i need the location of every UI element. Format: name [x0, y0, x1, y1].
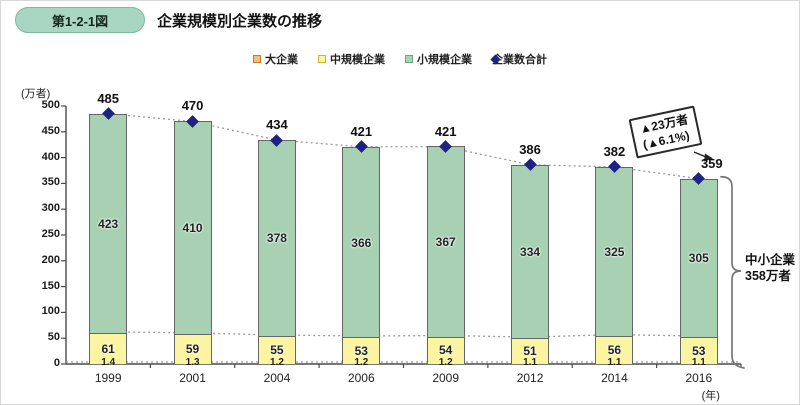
legend-item-0: 大企業	[253, 51, 298, 67]
total-value-label: 421	[350, 123, 373, 139]
medium-enterprise-segment	[90, 332, 127, 365]
medium-enterprise-value: 56	[607, 342, 622, 357]
legend-label: 大企業	[265, 54, 298, 66]
x-axis-year-label: 2006	[347, 371, 375, 385]
legend-label: 小規模企業	[417, 54, 472, 66]
small-enterprise-segment	[512, 165, 549, 339]
medium-enterprise-value: 55	[270, 343, 284, 358]
x-axis-year-label: 2012	[516, 371, 544, 385]
sme-bracket-line2: 358万者	[745, 269, 791, 284]
y-tick-label: 450	[41, 124, 60, 137]
x-axis-year-label: 2016	[685, 371, 713, 385]
legend-item-3: 企業数合計	[490, 51, 547, 67]
small-enterprise-segment	[343, 148, 380, 338]
x-axis-unit-label: (年)	[701, 390, 720, 402]
bar-2016: 305 53	[679, 178, 718, 365]
x-axis-year-label: 2004	[263, 371, 291, 385]
legend-square-icon	[253, 55, 261, 63]
small-enterprise-value: 423	[98, 216, 119, 231]
y-tick-label: 250	[41, 228, 60, 240]
legend-item-2: 小規模企業	[405, 51, 472, 67]
y-tick-label: 50	[47, 331, 60, 344]
bar-2006: 366 53	[342, 147, 381, 365]
bar-2014: 325 56	[595, 166, 634, 365]
bar-1999: 423 61	[89, 113, 128, 365]
legend-label: 企業数合計	[492, 54, 547, 66]
legend: 大企業 中規模企業 小規模企業 企業数合計	[1, 51, 799, 67]
sme-bracket-label: 中小企業 358万者	[745, 252, 795, 285]
small-enterprise-value: 305	[688, 251, 709, 266]
medium-enterprise-value: 53	[354, 343, 368, 358]
y-tick-label: 300	[41, 202, 60, 215]
chart-area: (万者) ▲23万者 (▲6.1%) 中小企業 358万者 0 50 100 150 2…	[1, 73, 799, 404]
medium-enterprise-value: 61	[101, 341, 115, 356]
medium-enterprise-value: 51	[523, 344, 537, 359]
large-enterprise-value: 1.1	[523, 357, 538, 368]
bar-2012: 334 51	[511, 164, 550, 365]
legend-label: 中規模企業	[330, 54, 385, 66]
bar-2001: 410 59	[173, 121, 212, 365]
x-axis-year-label: 2014	[601, 371, 628, 385]
total-value-label: 434	[266, 117, 288, 133]
large-enterprise-value: 1.2	[269, 357, 284, 368]
large-enterprise-value: 1.2	[438, 357, 453, 368]
small-enterprise-value: 325	[604, 244, 625, 259]
total-value-label: 421	[434, 123, 457, 139]
x-axis-year-label: 2009	[432, 371, 460, 385]
large-enterprise-value: 1.1	[607, 357, 622, 368]
small-enterprise-value: 334	[520, 244, 541, 259]
medium-enterprise-value: 59	[185, 342, 200, 357]
y-tick-label: 150	[41, 279, 60, 292]
legend-square-icon	[405, 55, 413, 63]
figure-badge-label: 第1-2-1図	[51, 13, 109, 29]
y-tick-label: 500	[41, 99, 60, 111]
large-enterprise-value: 1.1	[691, 357, 706, 368]
small-enterprise-value: 367	[435, 234, 456, 249]
legend-item-1: 中規模企業	[318, 51, 385, 67]
large-enterprise-value: 1.2	[354, 357, 369, 368]
total-value-label: 470	[181, 98, 204, 114]
small-enterprise-value: 378	[266, 231, 287, 246]
y-tick-label: 200	[41, 253, 60, 266]
figure-title: 企業規模別企業数の推移	[157, 13, 323, 30]
sme-bracket-line1: 中小企業	[745, 253, 796, 267]
legend-square-icon	[318, 55, 326, 63]
total-value-label: 359	[700, 155, 723, 171]
medium-enterprise-segment	[343, 337, 380, 365]
y-tick-label: 100	[41, 305, 60, 318]
medium-enterprise-value: 53	[692, 343, 706, 358]
y-axis-unit-label: (万者)	[21, 88, 51, 100]
x-axis-year-label: 1999	[94, 371, 122, 385]
total-value-label: 485	[97, 90, 120, 106]
figure-badge: 第1-2-1図	[15, 7, 145, 33]
y-tick-label: 400	[41, 150, 60, 163]
bar-2009: 367 54	[426, 146, 465, 365]
medium-enterprise-value: 54	[439, 343, 453, 358]
small-enterprise-segment	[680, 179, 717, 338]
y-tick-label: 350	[41, 176, 60, 189]
y-tick-label: 0	[53, 357, 60, 369]
small-enterprise-value: 366	[351, 235, 372, 250]
x-axis-year-label: 2001	[179, 371, 206, 385]
medium-enterprise-segment	[512, 338, 549, 365]
plot-area: ▲23万者 (▲6.1%) 中小企業 358万者 0 50 100 150 200 250…	[42, 91, 795, 402]
small-enterprise-segment	[596, 167, 633, 336]
large-enterprise-value: 1.4	[101, 357, 116, 368]
annotation-callout: ▲23万者 (▲6.1%)	[628, 105, 703, 159]
large-enterprise-value: 1.3	[185, 357, 200, 368]
bar-2004: 378 55	[257, 139, 296, 365]
total-value-label: 386	[519, 141, 541, 157]
small-enterprise-value: 410	[182, 221, 203, 236]
